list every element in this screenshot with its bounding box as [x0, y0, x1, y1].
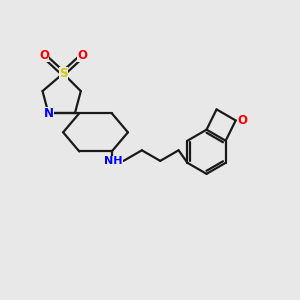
- Text: O: O: [77, 49, 87, 62]
- Text: NH: NH: [104, 156, 122, 166]
- Text: N: N: [44, 107, 53, 120]
- Text: O: O: [39, 49, 49, 62]
- Text: O: O: [237, 114, 247, 127]
- Text: S: S: [59, 67, 68, 80]
